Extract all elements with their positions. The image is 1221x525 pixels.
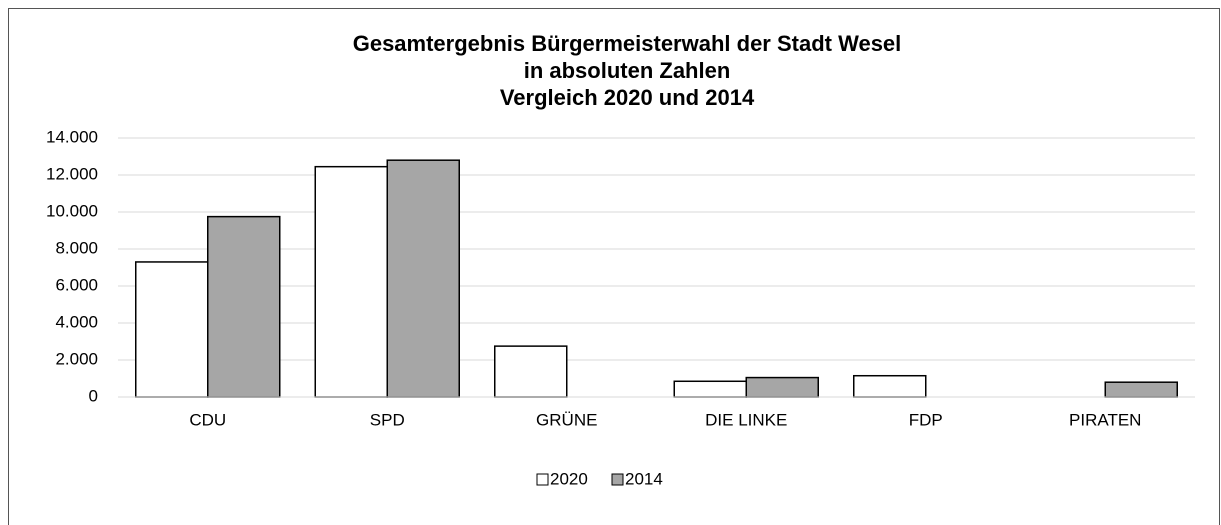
x-tick-label: DIE LINKE	[705, 410, 787, 429]
y-tick-label: 4.000	[55, 312, 98, 331]
chart-title: Gesamtergebnis Bürgermeisterwahl der Sta…	[353, 31, 902, 56]
legend-label: 2020	[550, 469, 588, 488]
legend-swatch	[536, 473, 549, 486]
y-tick-label: 14.000	[46, 127, 98, 146]
x-tick-label: CDU	[189, 410, 226, 429]
x-tick-label: PIRATEN	[1069, 410, 1141, 429]
bar	[745, 376, 819, 398]
bar	[386, 159, 460, 398]
y-tick-label: 6.000	[55, 275, 98, 294]
bar	[207, 215, 281, 398]
y-tick-label: 0	[89, 386, 98, 405]
bar	[853, 374, 927, 398]
y-tick-label: 8.000	[55, 238, 98, 257]
legend-swatch	[611, 473, 624, 486]
y-tick-label: 12.000	[46, 164, 98, 183]
x-tick-label: FDP	[909, 410, 943, 429]
chart-title: in absoluten Zahlen	[524, 58, 731, 83]
x-tick-label: SPD	[370, 410, 405, 429]
y-tick-label: 10.000	[46, 201, 98, 220]
bar	[673, 380, 747, 398]
bar	[1104, 381, 1178, 398]
chart-title: Vergleich 2020 und 2014	[500, 85, 755, 110]
x-tick-label: GRÜNE	[536, 410, 597, 429]
bar	[494, 345, 568, 398]
legend-label: 2014	[625, 469, 663, 488]
bar	[135, 261, 209, 398]
bar	[314, 165, 388, 398]
y-tick-label: 2.000	[55, 349, 98, 368]
